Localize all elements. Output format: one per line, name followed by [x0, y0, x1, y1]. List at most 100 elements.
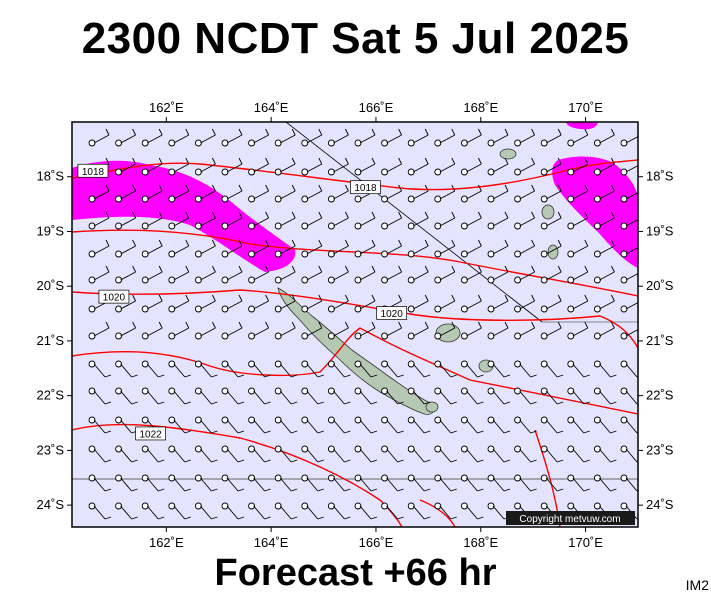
wind-barb [194, 360, 218, 378]
wind-barb [301, 128, 323, 147]
wind-barb [194, 184, 216, 203]
wind-barb [301, 445, 324, 463]
wind-barb [567, 211, 589, 230]
wind-barb [434, 387, 457, 405]
wind-barb [407, 211, 429, 230]
wind-barb [540, 387, 564, 405]
wind-barb [487, 360, 511, 378]
island-tanna [541, 204, 555, 220]
wind-barb [460, 445, 484, 463]
wind-barb [115, 387, 138, 405]
strong-wind-patch [566, 122, 598, 130]
wind-barb [354, 387, 378, 405]
wind-barb [460, 157, 482, 176]
wind-barb [248, 265, 270, 284]
wind-barb [168, 184, 190, 203]
wind-barb [381, 474, 404, 492]
wind-barb [434, 184, 456, 203]
wind-barb [460, 474, 484, 492]
wind-barb [620, 158, 638, 176]
wind-barb [88, 128, 110, 147]
wind-barb [407, 128, 429, 147]
wind-barb [141, 360, 165, 378]
isobar-label-box [350, 180, 381, 195]
wind-barb [407, 445, 431, 463]
isobar-label: 1020 [376, 306, 408, 320]
wind-barb [514, 321, 536, 340]
wind-barb [141, 445, 165, 463]
wind-barb [115, 239, 137, 258]
wind-barb [381, 157, 403, 176]
wind-barb [620, 129, 638, 147]
wind-barb [248, 502, 271, 520]
wind-barb [301, 321, 323, 340]
wind-barb [327, 502, 351, 520]
wind-barb [407, 265, 429, 284]
wind-barb [460, 360, 484, 378]
wind-barb [381, 445, 404, 463]
wind-barb [115, 157, 137, 176]
wind-barb [88, 211, 110, 230]
wind-barb [514, 445, 537, 463]
isobar-labels: 1018 1018 1020 1020 1022 [77, 163, 408, 440]
wind-barb [354, 445, 378, 463]
wind-barb [327, 239, 349, 258]
wind-barb [168, 211, 190, 230]
wind-barb [194, 321, 216, 340]
wind-barb [381, 239, 403, 258]
isobar-label: 1020 [98, 289, 130, 304]
wind-barb [327, 321, 349, 340]
wind-barb [434, 211, 456, 230]
isobar-label: 1018 [77, 163, 109, 178]
wind-barb [514, 157, 536, 176]
wind-barb [593, 387, 617, 405]
wind-barb [540, 321, 562, 340]
boundary-line [285, 122, 543, 323]
wind-barb [487, 294, 509, 313]
wind-barb [168, 360, 191, 378]
wind-barb [221, 445, 245, 463]
wind-barb [514, 474, 537, 492]
wind-barb [301, 294, 323, 313]
wind-barb [567, 321, 589, 340]
island-aneityum [547, 244, 559, 260]
wind-barb [567, 128, 589, 147]
wind-barb [620, 295, 638, 313]
wind-barb [354, 211, 376, 230]
wind-barb [620, 322, 638, 340]
wind-barb [540, 360, 564, 378]
wind-barb [274, 360, 298, 378]
wind-barb [168, 294, 190, 313]
wind-barb [221, 211, 243, 230]
wind-barb [354, 294, 376, 313]
wind-barb [407, 474, 431, 492]
wind-barb [168, 445, 191, 463]
lat-tick-label-left: 18˚S [37, 169, 65, 184]
wind-barb [301, 157, 323, 176]
wind-barb [540, 184, 562, 203]
wind-barb [354, 502, 378, 520]
wind-barb [327, 211, 349, 230]
wind-barb [567, 445, 590, 463]
wind-barb [221, 184, 243, 203]
wind-barb [487, 445, 511, 463]
wind-barb [593, 416, 617, 434]
wind-barb [88, 474, 112, 492]
wind-barb [248, 211, 270, 230]
wind-barb [248, 184, 270, 203]
wind-barb [487, 265, 509, 284]
lat-tick-label-right: 20˚S [646, 278, 674, 293]
wind-barb [221, 360, 245, 378]
isobar-label-box [376, 306, 408, 320]
wind-barb [567, 294, 589, 313]
wind-barb [487, 416, 511, 434]
wind-barb [620, 445, 638, 463]
wind-barb [248, 387, 271, 405]
lat-tick-label-right: 19˚S [646, 223, 674, 238]
isobar-label-box [98, 289, 130, 304]
strong-wind-patch [552, 156, 638, 268]
wind-barb [434, 321, 456, 340]
wind-barb [301, 360, 324, 378]
wind-barb [540, 294, 562, 313]
wind-barb [248, 239, 270, 258]
